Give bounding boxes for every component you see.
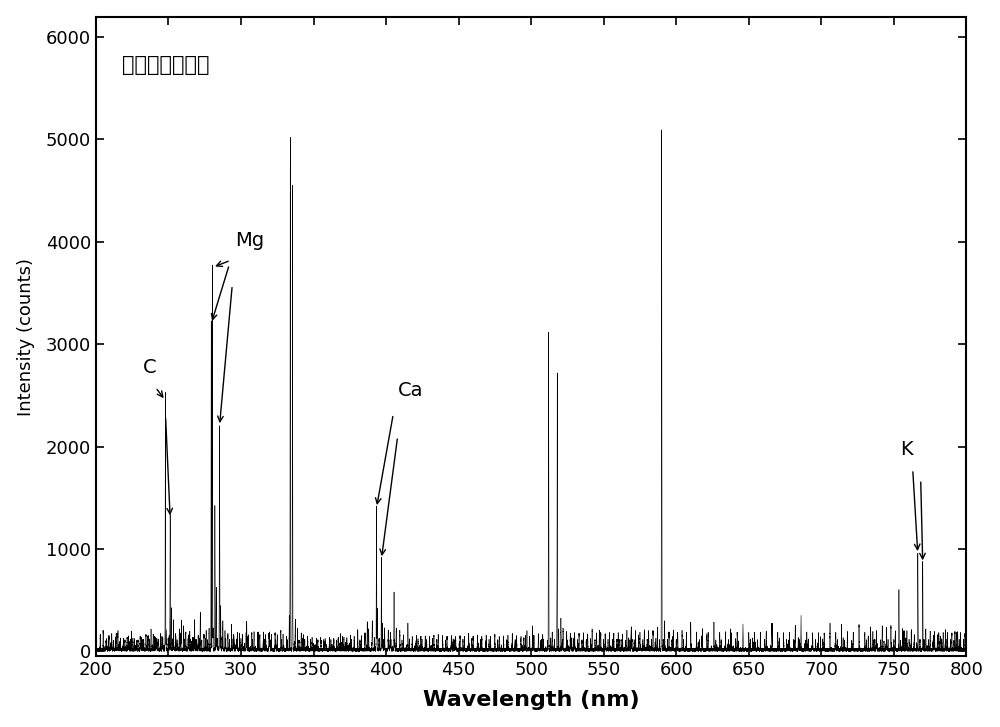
Y-axis label: Intensity (counts): Intensity (counts) [17, 257, 35, 416]
X-axis label: Wavelength (nm): Wavelength (nm) [423, 691, 639, 710]
Text: K: K [901, 440, 913, 459]
Text: 金黄色葡萄球菌: 金黄色葡萄球菌 [122, 55, 210, 75]
Text: C: C [143, 358, 156, 377]
Text: Ca: Ca [398, 382, 423, 401]
Text: Mg: Mg [235, 231, 264, 250]
